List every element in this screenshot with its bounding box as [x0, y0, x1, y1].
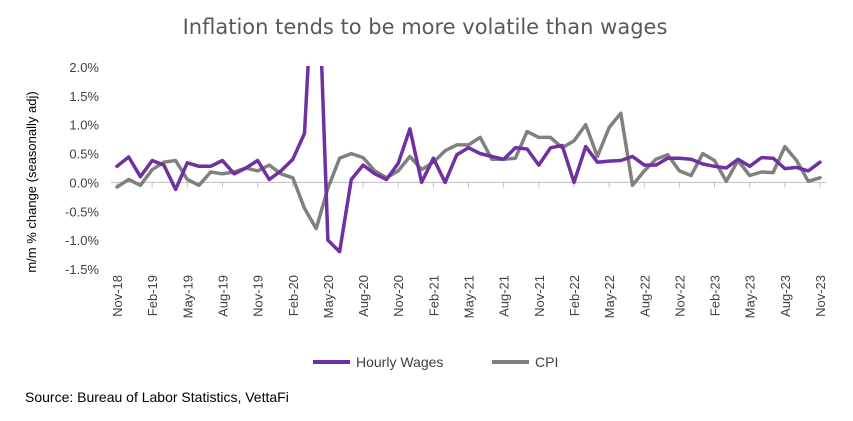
x-tick-label: Aug-23 [778, 275, 793, 317]
y-tick-label: 1.0% [69, 118, 99, 133]
x-tick-label: May-21 [462, 275, 477, 318]
x-tick-label: Feb-20 [286, 275, 301, 316]
x-tick-label: Aug-19 [215, 275, 230, 317]
x-tick-label: Feb-19 [145, 275, 160, 316]
source-note: Source: Bureau of Labor Statistics, Vett… [25, 389, 289, 405]
y-tick-label: 0.0% [69, 175, 99, 190]
x-tick-label: Feb-21 [426, 275, 441, 316]
x-tick-label: Nov-18 [110, 275, 125, 317]
y-tick-label: -1.5% [65, 262, 99, 277]
x-tick-label: Nov-20 [391, 275, 406, 317]
x-tick-label: Nov-19 [251, 275, 266, 317]
x-tick-label: Feb-22 [567, 275, 582, 316]
x-tick-label: May-22 [602, 275, 617, 318]
x-tick-label: Nov-21 [532, 275, 547, 317]
y-tick-label: -1.0% [65, 233, 99, 248]
x-tick-label: Nov-23 [813, 275, 828, 317]
x-tick-label: May-20 [321, 275, 336, 318]
x-tick-label: Feb-23 [708, 275, 723, 316]
x-tick-label: Nov-22 [672, 275, 687, 317]
y-tick-label: 1.5% [69, 89, 99, 104]
x-tick-labels: Nov-18 Feb-19 May-19 Aug-19 Nov-19 Feb-20 May-… [110, 275, 828, 318]
y-tick-labels: -1.5% -1.0% -0.5% 0.0% 0.5% 1.0% 1.5% 2.0% [65, 60, 99, 277]
x-tick-label: May-19 [180, 275, 195, 318]
legend-label-cpi: CPI [535, 354, 558, 370]
x-tick-label: Aug-20 [356, 275, 371, 317]
x-tick-label: Aug-21 [497, 275, 512, 317]
y-axis-label: m/m % change (seasonally adj) [24, 91, 39, 272]
x-tick-label: May-23 [743, 275, 758, 318]
y-tick-label: 0.5% [69, 147, 99, 162]
y-tick-label: -0.5% [65, 204, 99, 219]
chart-title: Inflation tends to be more volatile than… [183, 15, 668, 39]
series-lines [115, 66, 822, 254]
x-tick-marks [116, 182, 821, 188]
y-tick-label: 2.0% [69, 60, 99, 75]
x-tick-label: Aug-22 [637, 275, 652, 317]
legend: Hourly Wages CPI [313, 354, 558, 370]
series-line-hourly-wages [115, 66, 822, 254]
plot-area: -1.5% -1.0% -0.5% 0.0% 0.5% 1.0% 1.5% 2.0% Nov-… [65, 60, 828, 318]
legend-label-hourly-wages: Hourly Wages [356, 354, 443, 370]
series-line-cpi [115, 111, 822, 231]
